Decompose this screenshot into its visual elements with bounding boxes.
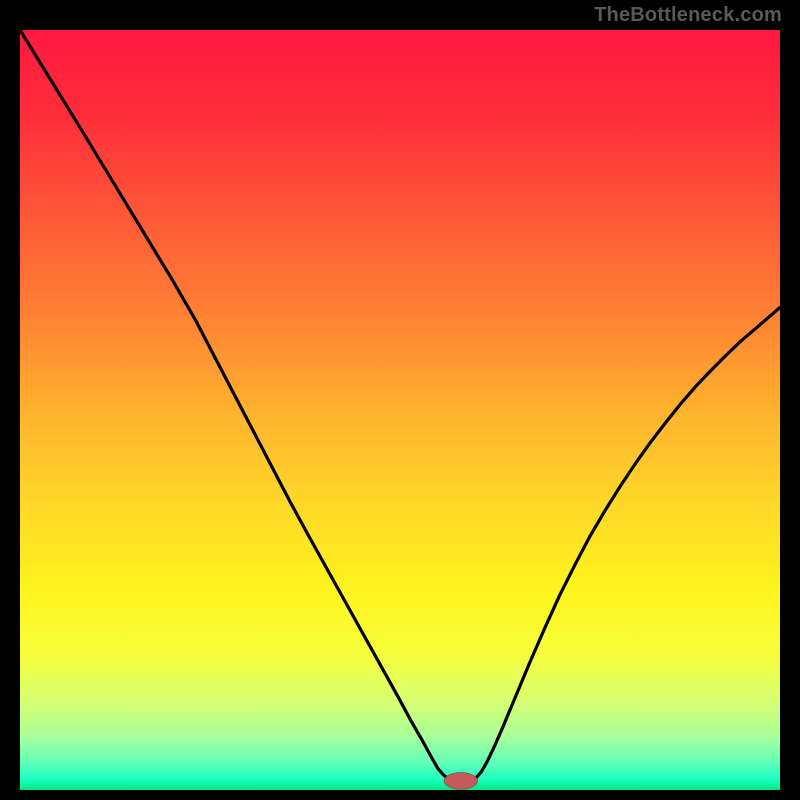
outer-frame: TheBottleneck.com	[0, 0, 800, 800]
bottleneck-curve-chart	[20, 30, 780, 790]
watermark-text: TheBottleneck.com	[594, 4, 782, 27]
minimum-marker	[444, 773, 477, 790]
plot-area	[20, 30, 780, 790]
gradient-background	[20, 30, 780, 790]
